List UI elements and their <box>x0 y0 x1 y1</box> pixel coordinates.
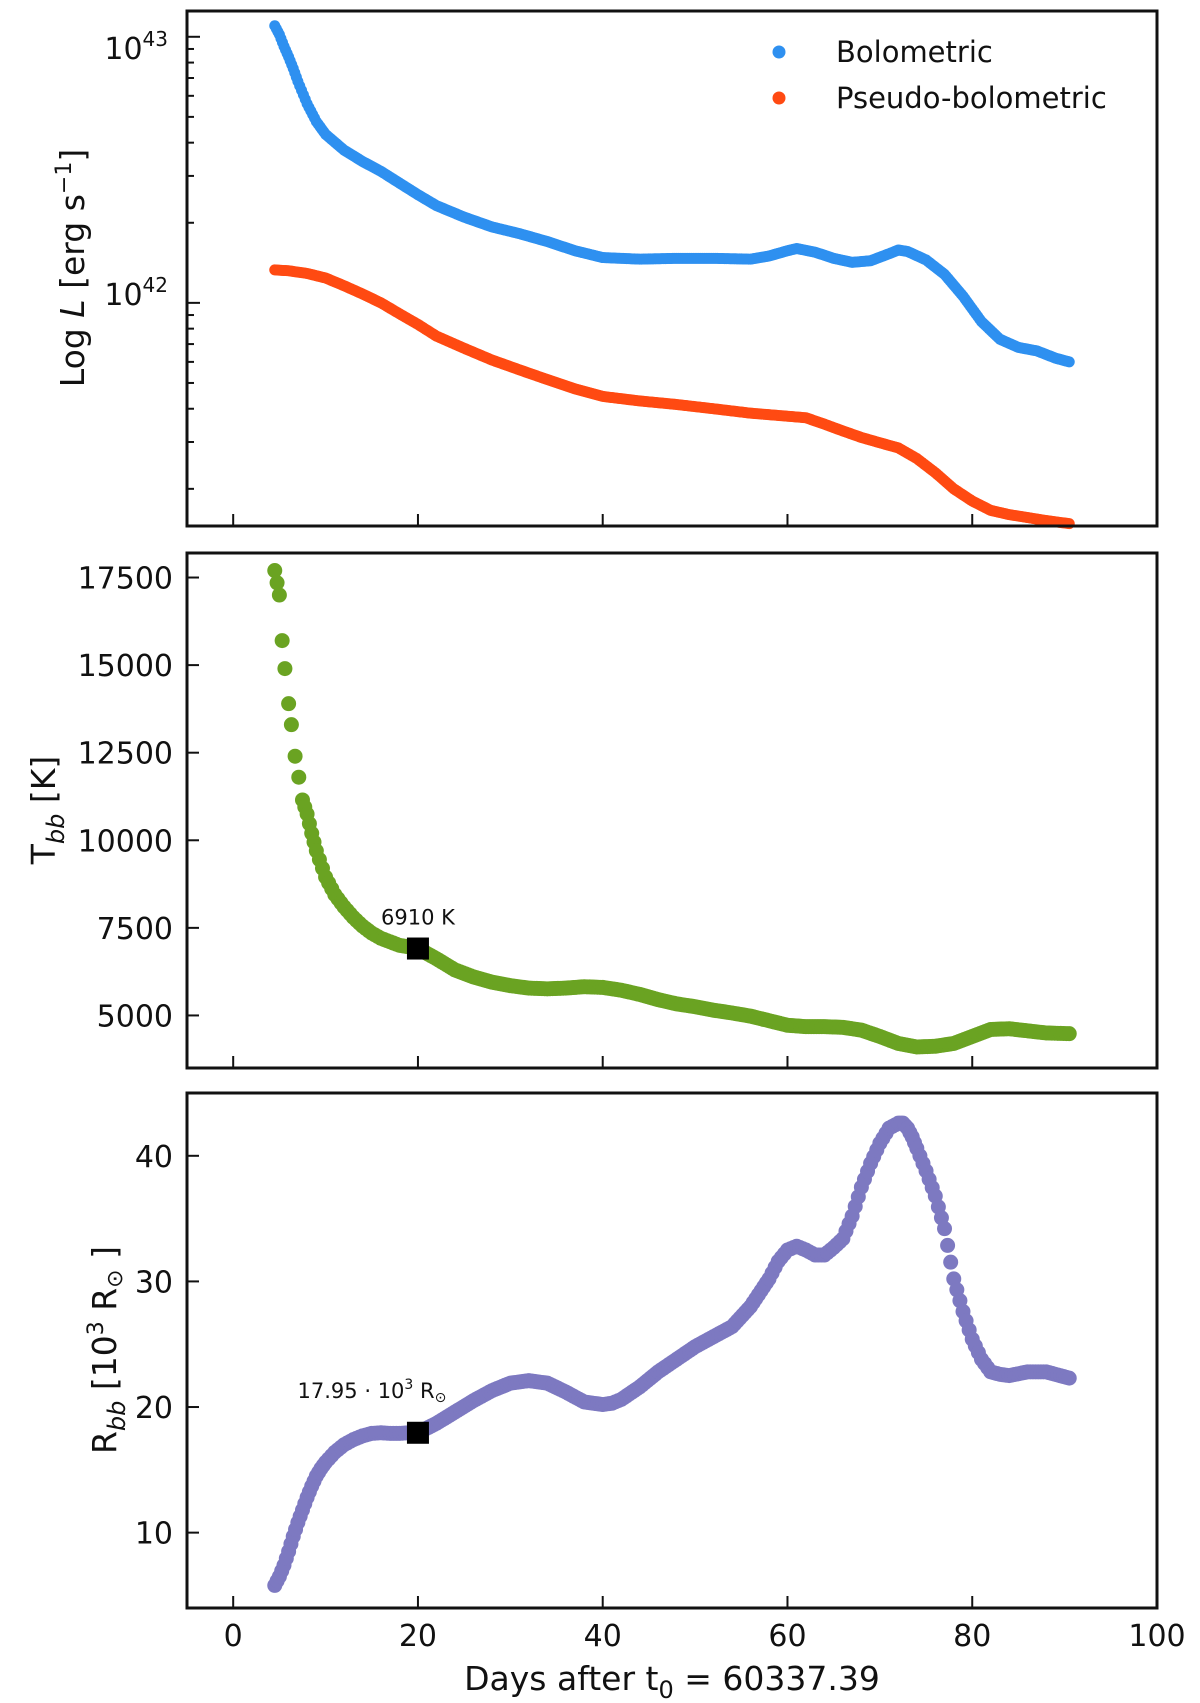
ytick-label: 10000 <box>78 824 173 859</box>
radius-marker-square <box>406 1421 429 1444</box>
ytick-label: 5000 <box>97 999 173 1034</box>
t-bb-point <box>283 717 299 733</box>
xtick-label: 100 <box>1128 1619 1185 1654</box>
luminosity-points <box>269 20 1075 530</box>
temperature-ytick-labels: 5000 7500 10000 12500 15000 17500 <box>78 562 173 1035</box>
r-bb-point <box>940 1237 956 1253</box>
ytick-label: 7500 <box>97 912 173 947</box>
xtick-label: 40 <box>584 1619 622 1654</box>
ytick-label: 20 <box>135 1391 173 1426</box>
radius-marker-label: 17.95 · 103 R⊙ <box>298 1377 447 1406</box>
luminosity-y-axis-label: Log L [erg s−1] <box>52 149 92 387</box>
ytick-label: 10 <box>135 1517 173 1552</box>
t-bb-point <box>291 769 307 785</box>
ytick-label: 12500 <box>78 737 173 772</box>
legend-label-pseudo-bolometric: Pseudo-bolometric <box>836 81 1107 115</box>
t-bb-point <box>267 563 283 579</box>
ytick-label: 40 <box>135 1140 173 1175</box>
radius-xtick-labels: 0 20 40 60 80 100 <box>224 1619 1186 1654</box>
xtick-label: 60 <box>768 1619 806 1654</box>
panel-luminosity: 1043 1042 Log L [erg s−1] Bolometric Pse… <box>52 9 1159 530</box>
radius-points <box>267 1115 1077 1593</box>
t-bb-point <box>287 748 303 764</box>
t-bb-point <box>281 696 297 712</box>
r-bb-point <box>937 1221 953 1237</box>
t-bb-point <box>277 661 293 677</box>
panel-radius: 10 20 30 40 0 20 40 60 80 100 Rbb [103 R⊙ ] Days… <box>84 1091 1186 1703</box>
legend-marker-bolometric <box>772 45 786 59</box>
temperature-marker-label: 6910 K <box>381 906 456 930</box>
r-bb-point <box>943 1254 959 1270</box>
t-bb-point <box>1061 1026 1077 1042</box>
temperature-plot-frame <box>185 551 1159 1070</box>
t-bb-point <box>271 587 287 603</box>
radius-y-axis-label: Rbb [103 R⊙ ] <box>84 1246 131 1454</box>
radius-axis-ticks <box>187 1154 1158 1608</box>
x-axis-label: Days after t0 = 60337.39 <box>464 1659 880 1703</box>
radius-plot-frame <box>185 1091 1159 1610</box>
ytick-label-1e43: 1043 <box>104 27 168 67</box>
ytick-label-1e42: 1042 <box>104 273 168 313</box>
legend: Bolometric Pseudo-bolometric <box>772 35 1107 115</box>
xtick-label: 0 <box>224 1619 243 1654</box>
legend-marker-pseudo-bolometric <box>772 91 786 105</box>
xtick-label: 80 <box>953 1619 991 1654</box>
ytick-label: 15000 <box>78 649 173 684</box>
ytick-label: 30 <box>135 1265 173 1300</box>
temperature-y-axis-label: Tbb [K] <box>24 756 70 866</box>
t-bb-point <box>269 575 285 591</box>
luminosity-plot-frame <box>185 9 1159 528</box>
xtick-label: 20 <box>399 1619 437 1654</box>
r-bb-point <box>1061 1370 1077 1386</box>
temperature-axis-ticks <box>187 576 1158 1068</box>
t-bb-point <box>274 633 290 649</box>
ytick-label: 17500 <box>78 562 173 597</box>
temperature-points <box>267 563 1077 1055</box>
panel-temperature: 5000 7500 10000 12500 15000 17500 Tbb [K] 691… <box>24 551 1159 1070</box>
radius-ytick-labels: 10 20 30 40 <box>135 1140 173 1552</box>
temperature-marker-square <box>406 937 429 960</box>
legend-label-bolometric: Bolometric <box>836 35 993 69</box>
bolometric-point <box>1063 356 1075 368</box>
